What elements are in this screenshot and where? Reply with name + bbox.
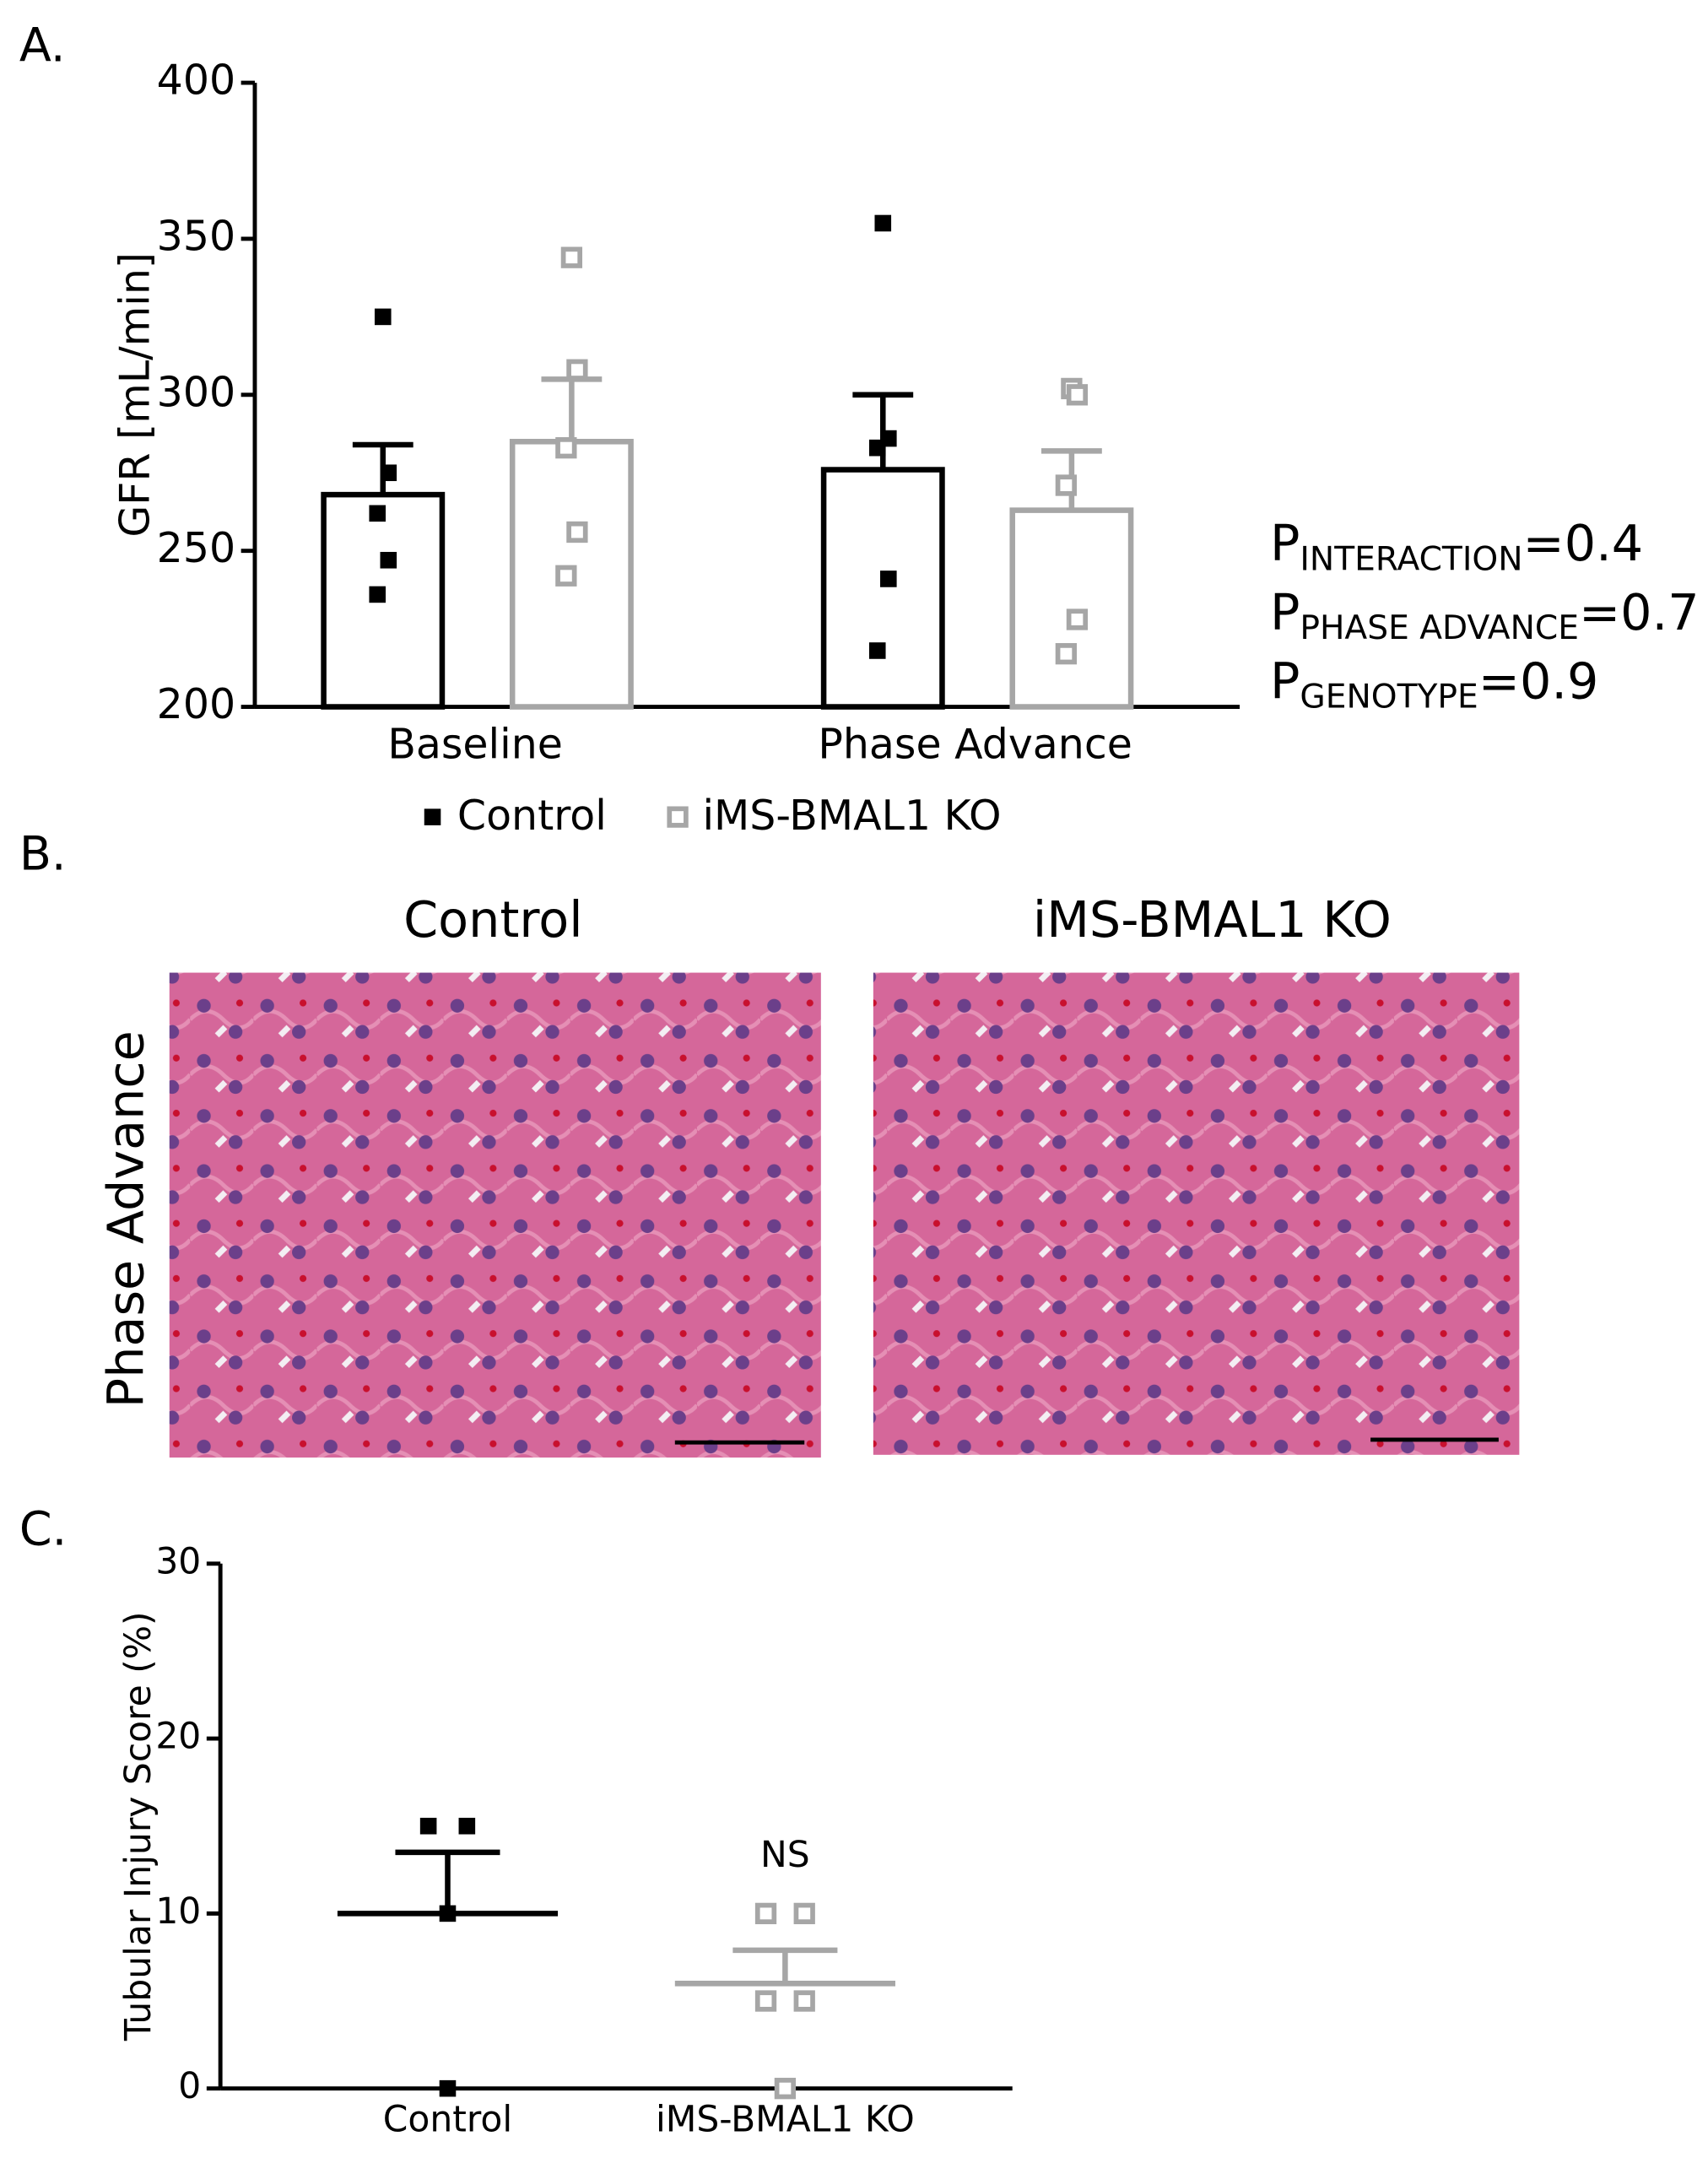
annotation-main: P bbox=[1270, 652, 1300, 711]
bar bbox=[820, 467, 945, 710]
annotation-sub: PHASE ADVANCE bbox=[1300, 609, 1579, 647]
data-point bbox=[560, 246, 583, 268]
column-title: iMS-BMAL1 KO bbox=[1033, 890, 1392, 949]
data-point bbox=[774, 2078, 797, 2100]
data-point bbox=[369, 586, 386, 603]
y-tick-label: 200 bbox=[157, 680, 235, 728]
annotation-sub: INTERACTION bbox=[1300, 540, 1522, 578]
y-tick-label: 300 bbox=[157, 368, 235, 416]
data-point bbox=[880, 570, 897, 587]
x-tick-label: Control bbox=[383, 2099, 512, 2140]
data-point bbox=[439, 2079, 457, 2097]
data-point bbox=[1066, 608, 1089, 630]
data-point bbox=[874, 214, 892, 232]
annotation-main: P bbox=[1270, 514, 1300, 572]
y-tick-label: 250 bbox=[157, 524, 235, 572]
data-point bbox=[793, 1990, 815, 2012]
y-tick-label: 30 bbox=[155, 1541, 201, 1582]
error-bar bbox=[541, 376, 603, 442]
x-tick-label: Baseline bbox=[387, 720, 563, 768]
legend-label: iMS-BMAL1 KO bbox=[702, 792, 1001, 840]
y-axis-label: GFR [mL/min] bbox=[111, 252, 159, 538]
annotation: PGENOTYPE=0.9 bbox=[1270, 652, 1599, 716]
panel-label: B. bbox=[19, 827, 67, 882]
data-point bbox=[868, 642, 886, 659]
error-bar bbox=[732, 1947, 838, 1984]
panel-label: A. bbox=[19, 18, 66, 73]
data-point bbox=[424, 808, 441, 825]
x-tick-label: Phase Advance bbox=[818, 720, 1132, 768]
annotation-rest: =0.9 bbox=[1478, 652, 1599, 711]
data-point bbox=[380, 551, 397, 569]
annotation: PPHASE ADVANCE=0.7 bbox=[1270, 583, 1700, 647]
y-tick-label: 0 bbox=[178, 2066, 201, 2107]
data-point bbox=[1055, 643, 1078, 665]
y-tick-label: 400 bbox=[157, 57, 235, 105]
annotation-main: P bbox=[1270, 583, 1300, 641]
data-point bbox=[868, 439, 886, 457]
data-point bbox=[374, 308, 392, 326]
annotation: NS bbox=[760, 1835, 810, 1876]
row-label: Phase Advance bbox=[97, 1030, 155, 1408]
data-point bbox=[1066, 384, 1089, 406]
data-point bbox=[566, 359, 588, 381]
data-point bbox=[1055, 474, 1078, 496]
y-tick-label: 20 bbox=[155, 1717, 201, 1758]
annotation: PINTERACTION=0.4 bbox=[1270, 514, 1643, 578]
data-point bbox=[555, 565, 577, 587]
data-point bbox=[439, 1905, 457, 1922]
data-point bbox=[667, 806, 689, 828]
annotation-rest: =0.4 bbox=[1523, 514, 1644, 572]
bar bbox=[1009, 507, 1134, 710]
panel-label: C. bbox=[19, 1501, 67, 1556]
y-tick-label: 350 bbox=[157, 212, 235, 260]
data-point bbox=[555, 437, 577, 459]
histology-image bbox=[873, 972, 1520, 1455]
y-tick-label: 10 bbox=[155, 1891, 201, 1933]
x-tick-label: iMS-BMAL1 KO bbox=[656, 2099, 915, 2140]
column-title: Control bbox=[403, 890, 582, 949]
y-axis-label: Tubular Injury Score (%) bbox=[118, 1611, 159, 2041]
annotation-rest: =0.7 bbox=[1579, 583, 1700, 641]
data-point bbox=[793, 1902, 815, 1925]
error-bar bbox=[395, 1849, 500, 1914]
legend-label: Control bbox=[457, 792, 607, 840]
data-point bbox=[458, 1817, 476, 1835]
data-point bbox=[754, 1990, 777, 2012]
data-point bbox=[369, 505, 386, 522]
data-point bbox=[380, 464, 397, 482]
annotation-sub: GENOTYPE bbox=[1300, 678, 1478, 716]
data-point bbox=[419, 1817, 437, 1835]
data-point bbox=[566, 521, 588, 543]
data-point bbox=[754, 1902, 777, 1925]
histology-image bbox=[169, 972, 821, 1458]
